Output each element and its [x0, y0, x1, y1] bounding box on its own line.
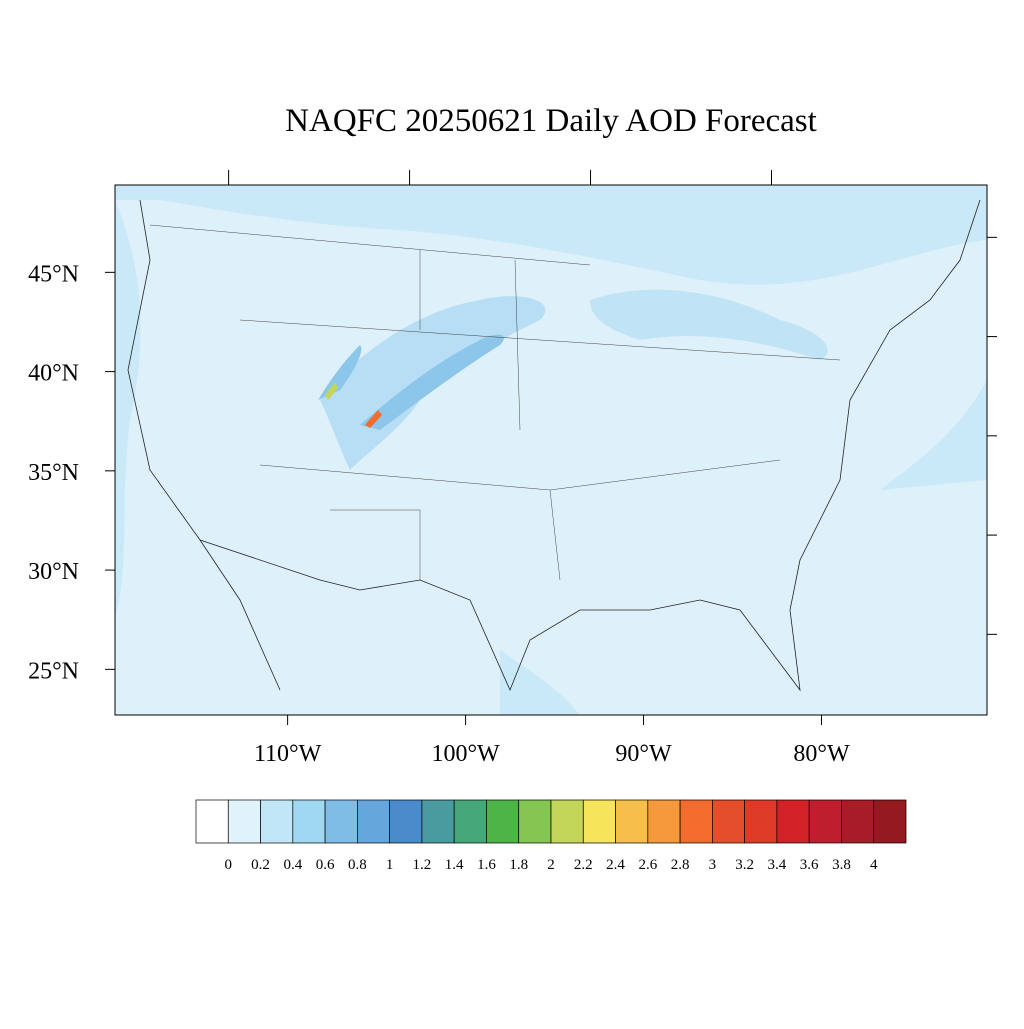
colorbar-box: [324, 799, 358, 844]
colorbar-box: [647, 799, 681, 844]
state-borders: [149, 224, 841, 581]
colorbar-box: [421, 799, 455, 844]
colorbar-box: [712, 799, 745, 844]
colorbar-box: [550, 799, 584, 844]
aerosol-area: [590, 289, 828, 360]
coastline: [127, 199, 981, 692]
colorbar-box: [292, 799, 326, 844]
colorbar-box: [486, 799, 520, 844]
colorbar-box: [841, 799, 875, 844]
colorbar-label: 3.6: [800, 857, 819, 873]
lon-label: 80°W: [793, 741, 850, 767]
colorbar-box: [873, 799, 907, 844]
colorbar-label: 2.4: [606, 857, 625, 873]
lat-label: 25°N: [28, 658, 79, 684]
lat-label: 40°N: [28, 361, 79, 387]
colorbar-label: 2.2: [574, 857, 593, 873]
colorbar-label: 1.4: [445, 857, 464, 873]
colorbar-box: [453, 799, 487, 844]
colorbar-box: [776, 799, 810, 844]
colorbar-box: [389, 799, 423, 844]
colorbar-label: 2: [547, 857, 555, 873]
colorbar-box: [357, 799, 390, 844]
colorbar-box: [615, 799, 649, 844]
lat-label: 45°N: [28, 261, 79, 287]
colorbar-box: [518, 799, 552, 844]
plume-core: [325, 382, 338, 400]
colorbar-box: [808, 799, 842, 844]
lon-label: 100°W: [431, 741, 500, 767]
colorbar-label: 1: [386, 857, 394, 873]
colorbar-label: 0.8: [348, 857, 367, 873]
colorbar-label: 1.6: [477, 857, 496, 873]
colorbar-box: [744, 799, 778, 844]
colorbar-box: [195, 799, 229, 844]
colorbar-box: [227, 799, 261, 844]
aerosol-area: [115, 185, 987, 285]
aerosol-area: [500, 650, 580, 715]
plume: [318, 345, 362, 400]
colorbar-label: 0.4: [283, 857, 302, 873]
colorbar-label: 0.6: [316, 857, 335, 873]
colorbar-box: [679, 799, 713, 844]
colorbar-label: 1.2: [413, 857, 432, 873]
lon-label: 110°W: [254, 741, 322, 767]
aerosol-area: [115, 200, 141, 620]
colorbar-label: 2.8: [671, 857, 690, 873]
title: NAQFC 20250621 Daily AOD Forecast: [285, 103, 817, 139]
colorbar-label: 0.2: [251, 857, 270, 873]
colorbar-box: [260, 799, 294, 844]
colorbar-label: 3.8: [832, 857, 851, 873]
colorbar-box: [582, 799, 616, 844]
colorbar-label: 4: [870, 857, 878, 873]
plume: [360, 334, 504, 430]
lon-label: 90°W: [615, 741, 672, 767]
aerosol-area: [880, 380, 987, 490]
colorbar-label: 3.4: [768, 857, 787, 873]
colorbar-label: 3: [709, 857, 717, 873]
plume-core: [365, 410, 382, 428]
lat-label: 35°N: [28, 460, 79, 486]
map-frame: [114, 184, 988, 716]
colorbar-label: 0: [225, 857, 233, 873]
colorbar-label: 1.8: [509, 857, 528, 873]
lat-label: 30°N: [28, 559, 79, 585]
colorbar-label: 3.2: [735, 857, 754, 873]
colorbar-label: 2.6: [638, 857, 657, 873]
map: [114, 184, 988, 716]
